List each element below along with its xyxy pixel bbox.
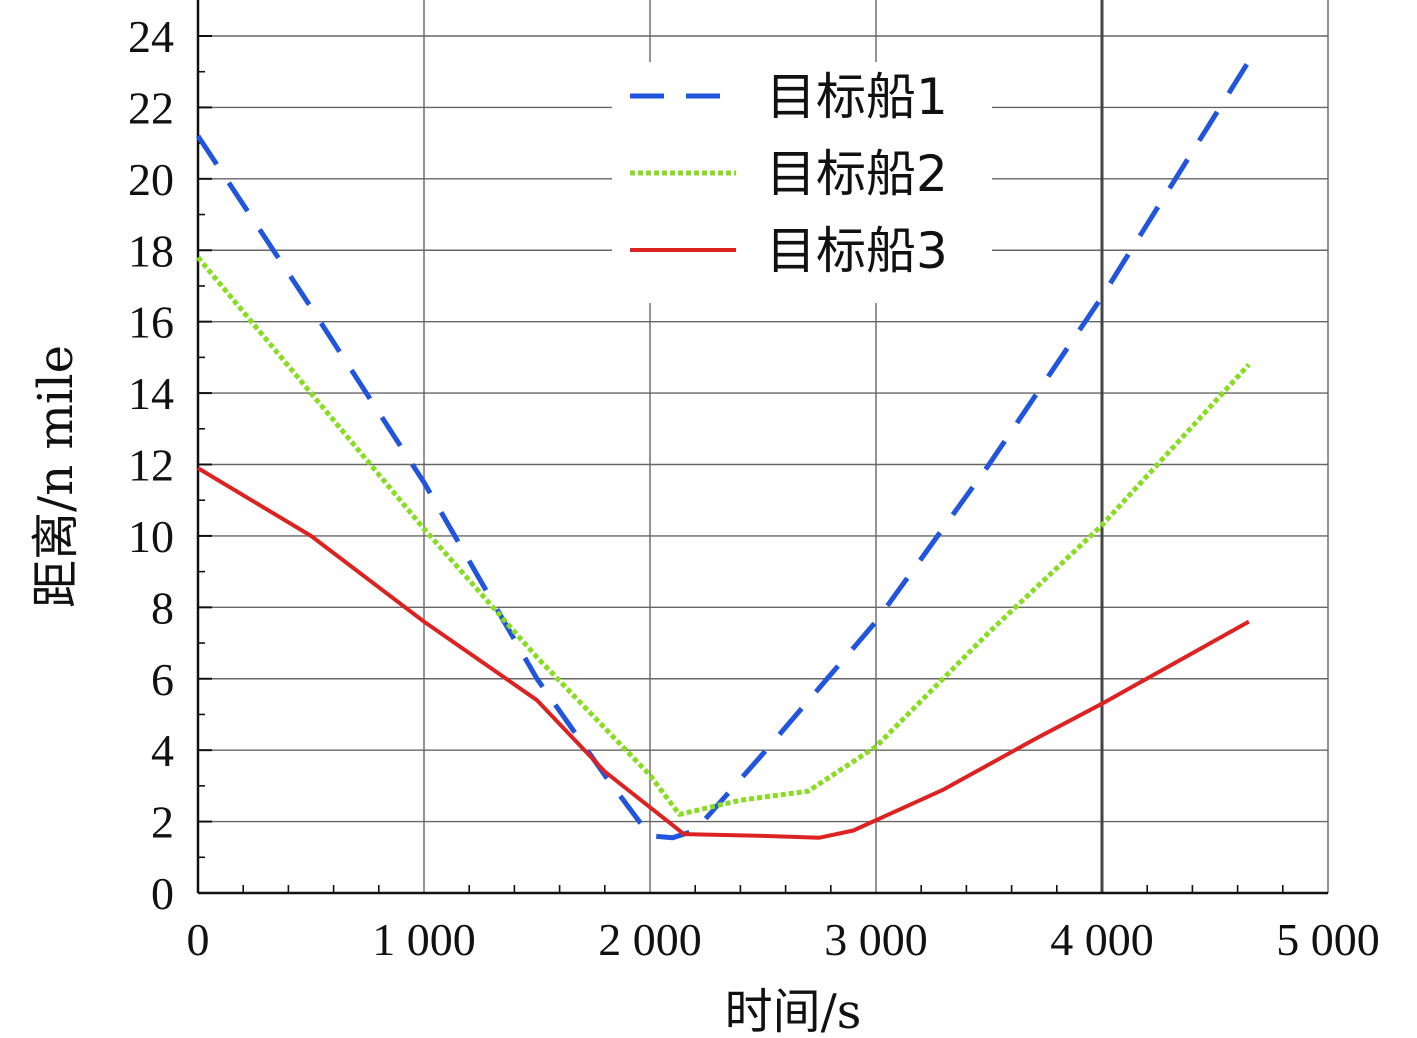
- y-tick-label: 18: [128, 225, 174, 276]
- y-tick-label: 16: [128, 297, 174, 348]
- y-tick-label: 8: [151, 582, 174, 633]
- y-tick-label: 2: [151, 797, 174, 848]
- y-tick-label: 12: [128, 440, 174, 491]
- x-tick-label: 5 000: [1276, 914, 1380, 965]
- y-tick-label: 24: [128, 11, 174, 62]
- y-tick-label: 6: [151, 654, 174, 705]
- legend: 目标船1 目标船2 目标船3: [612, 62, 992, 303]
- y-tick-label: 20: [128, 154, 174, 205]
- series-line-1: [195, 59, 1252, 841]
- grid: [198, 0, 1329, 893]
- x-tick-label: 3 000: [824, 914, 928, 965]
- legend-label-1: 目标船1: [766, 68, 948, 126]
- y-tick-label: 22: [128, 82, 174, 133]
- x-tick-label: 1 000: [372, 914, 476, 965]
- legend-label-2: 目标船2: [766, 145, 948, 203]
- y-tick-label: 14: [128, 368, 174, 419]
- y-tick-label: 4: [151, 725, 174, 776]
- axis-labels: 时间/s 距离/n mile: [28, 345, 861, 1038]
- legend-background: [612, 62, 992, 303]
- x-tick-label: 0: [187, 914, 210, 965]
- series-lines: [195, 59, 1252, 841]
- legend-label-3: 目标船3: [766, 222, 948, 280]
- series-line-3: [196, 466, 1250, 840]
- y-tick-label: 0: [151, 868, 174, 919]
- x-tick-label: 4 000: [1050, 914, 1154, 965]
- x-tick-label: 2 000: [598, 914, 702, 965]
- y-axis-title: 距离/n mile: [28, 345, 84, 608]
- series-line-2: [196, 255, 1251, 817]
- x-axis-title: 时间/s: [725, 984, 862, 1038]
- y-tick-label: 10: [128, 511, 174, 562]
